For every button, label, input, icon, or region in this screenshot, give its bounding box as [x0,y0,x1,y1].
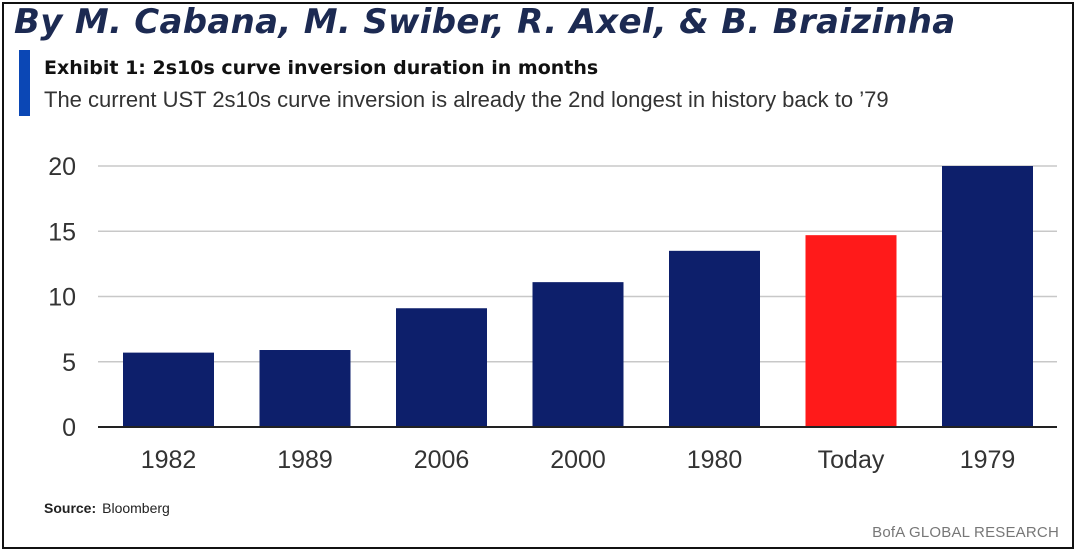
author-byline: By M. Cabana, M. Swiber, R. Axel, & B. B… [14,2,956,42]
x-tick-label: 1979 [960,446,1016,474]
y-tick-label: 15 [48,218,76,246]
y-tick-label: 5 [62,349,76,377]
exhibit-subtitle: The current UST 2s10s curve inversion is… [44,87,889,112]
source-note: Source: Bloomberg [44,500,170,516]
bar [396,308,487,427]
figure-border [2,2,1074,549]
x-tick-label: 1980 [687,446,743,474]
x-tick-label: 1982 [141,446,197,474]
exhibit-title: Exhibit 1: 2s10s curve inversion duratio… [44,57,599,79]
y-tick-label: 20 [48,153,76,181]
source-label: Source: [44,500,97,516]
bar [123,352,214,427]
bar [532,282,624,427]
title-accent-bar [19,50,30,116]
brand-watermark: BofA GLOBAL RESEARCH [872,524,1059,541]
bar [805,235,897,427]
x-tick-label: 2000 [550,446,606,474]
bar [259,350,351,427]
bar [669,250,760,427]
bar [942,166,1033,427]
y-tick-label: 0 [62,414,76,442]
x-tick-label: 2006 [414,446,470,474]
x-tick-label: Today [818,446,885,474]
y-tick-label: 10 [48,284,76,312]
source-value: Bloomberg [102,500,170,516]
x-tick-label: 1989 [277,446,333,474]
